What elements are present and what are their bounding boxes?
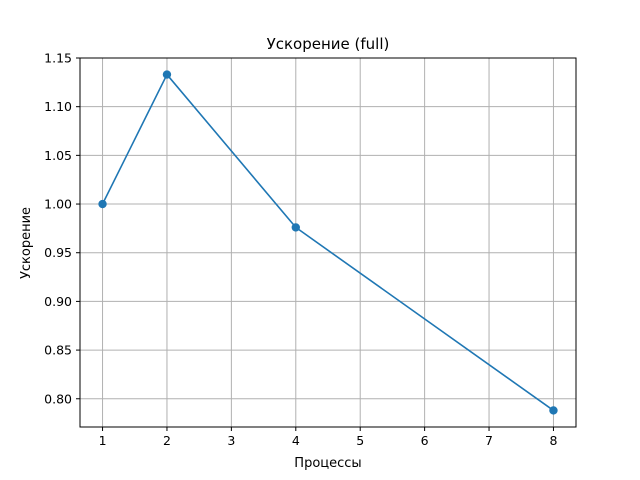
x-tick-label: 2	[163, 433, 171, 448]
y-axis-label: Ускорение	[19, 207, 34, 279]
x-tick-label: 1	[99, 433, 107, 448]
y-ticks: 0.80 0.85 0.90 0.95 1.00 1.05 1.10 1.15	[44, 51, 80, 406]
x-tick-label: 8	[549, 433, 557, 448]
data-point	[291, 223, 300, 232]
x-ticks: 1 2 3 4 5 6 7 8	[99, 427, 557, 448]
x-axis-label: Процессы	[294, 456, 361, 471]
y-tick-label: 1.00	[44, 197, 72, 212]
y-tick-label: 0.80	[44, 391, 72, 406]
data-point	[162, 70, 172, 79]
x-tick-label: 5	[356, 433, 364, 448]
series-layer	[98, 70, 558, 415]
grid	[80, 57, 576, 427]
data-point	[549, 406, 558, 415]
plot-frame	[79, 57, 577, 428]
x-tick-label: 3	[227, 433, 235, 448]
series-line	[101, 73, 554, 412]
y-tick-label: 1.15	[44, 51, 72, 66]
x-tick-label: 6	[421, 433, 429, 448]
chart-title: Ускорение (full)	[267, 35, 390, 53]
y-tick-label: 1.10	[44, 99, 72, 114]
x-tick-label: 4	[292, 433, 300, 448]
y-tick-label: 0.95	[44, 245, 72, 260]
y-tick-label: 1.05	[44, 148, 72, 163]
y-tick-label: 0.85	[44, 343, 72, 358]
y-tick-label: 0.90	[44, 294, 72, 309]
x-tick-label: 7	[485, 433, 493, 448]
data-point	[98, 199, 107, 209]
